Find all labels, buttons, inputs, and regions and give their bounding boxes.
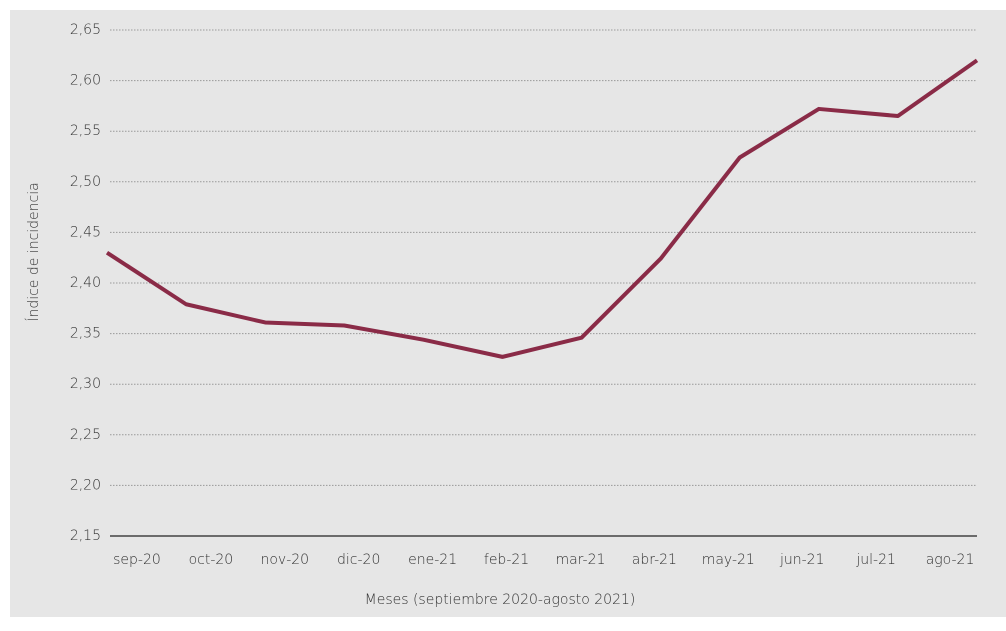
y-tick-label: 2,50: [70, 174, 101, 190]
x-tick-label: jul-21: [855, 552, 896, 568]
x-tick-label: nov-20: [260, 552, 309, 568]
x-axis-title: Meses (septiembre 2020-agosto 2021): [365, 592, 636, 608]
chart-background: [10, 10, 1006, 617]
y-tick-label: 2,60: [70, 73, 101, 89]
x-tick-label: may-21: [702, 552, 755, 568]
x-tick-label: abr-21: [632, 552, 677, 568]
y-tick-label: 2,45: [70, 224, 101, 240]
y-tick-label: 2,20: [70, 477, 101, 493]
y-tick-label: 2,35: [70, 326, 101, 342]
y-tick-label: 2,25: [70, 427, 101, 443]
y-axis-title: Índice de incidencia: [25, 182, 42, 321]
x-tick-label: ene-21: [408, 552, 457, 568]
y-tick-label: 2,30: [70, 376, 101, 392]
x-tick-label: jun-21: [779, 552, 825, 568]
x-tick-label: sep-20: [113, 552, 161, 568]
y-tick-label: 2,40: [70, 275, 101, 291]
data-line: [105, 58, 979, 359]
y-tick-label: 2,65: [70, 22, 101, 38]
x-tick-label: dic-20: [337, 552, 380, 568]
y-tick-label: 2,15: [70, 528, 101, 544]
x-tick-label: ago-21: [926, 552, 975, 568]
x-tick-label: mar-21: [555, 552, 605, 568]
x-tick-label: oct-20: [189, 552, 234, 568]
x-tick-label: feb-21: [484, 552, 529, 568]
y-tick-label: 2,55: [70, 123, 101, 139]
